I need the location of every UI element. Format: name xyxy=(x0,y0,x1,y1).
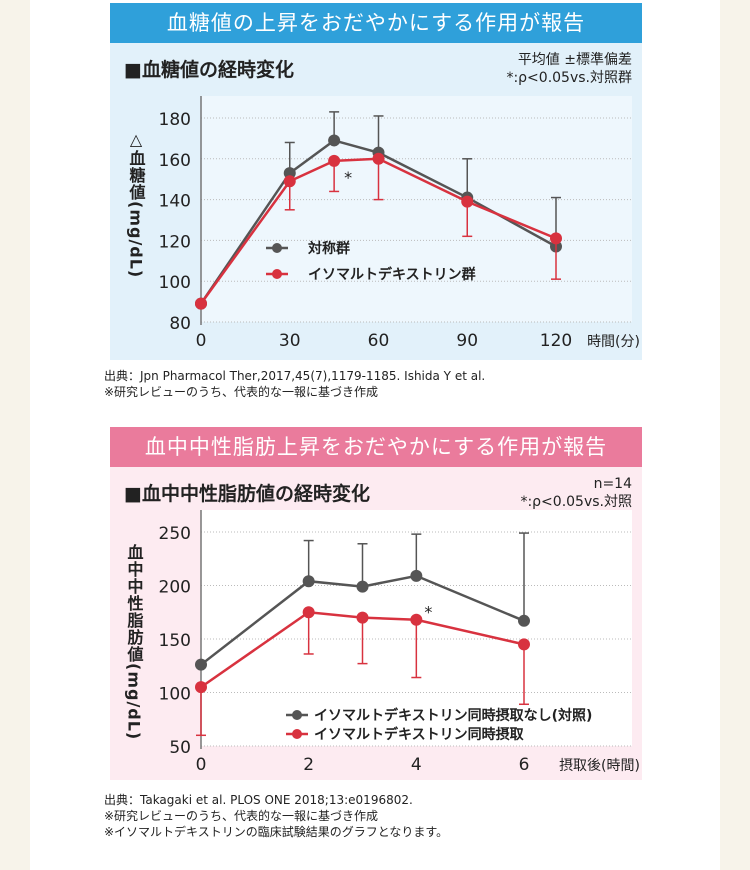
x-tick-label: 60 xyxy=(368,331,390,351)
x-tick-label: 6 xyxy=(519,755,530,775)
chart-title: ■血糖値の経時変化 xyxy=(124,59,294,81)
y-tick-label: 120 xyxy=(159,232,191,252)
y-tick-label: 250 xyxy=(159,524,191,544)
chart-note: n=14 *:ρ<0.05vs.対照 xyxy=(520,476,632,510)
legend-label: イソマルトデキストリン同時摂取 xyxy=(314,726,525,743)
y-tick-label: 160 xyxy=(159,151,191,171)
y-tick-label: 150 xyxy=(159,631,191,651)
chart-panel: 血中中性脂肪上昇をおだやかにする作用が報告 ■血中中性脂肪値の経時変化 n=14 *… xyxy=(110,427,642,780)
legend-marker xyxy=(292,729,302,739)
y-axis-label: △血糖値(mg/dL) xyxy=(127,130,147,278)
significance-mark: * xyxy=(424,603,432,622)
data-point xyxy=(372,152,385,165)
chart-banner: 血糖値の上昇をおだやかにする作用が報告 xyxy=(110,3,642,43)
x-axis-label: 時間(分) xyxy=(587,334,640,350)
data-point xyxy=(461,195,474,208)
data-point xyxy=(283,175,296,188)
data-point xyxy=(328,134,341,147)
legend-label: 対称群 xyxy=(307,240,350,257)
x-tick-label: 0 xyxy=(196,331,207,351)
x-axis-label: 摂取後(時間) xyxy=(559,758,640,774)
y-tick-label: 180 xyxy=(159,110,191,130)
y-tick-label: 140 xyxy=(159,192,191,212)
data-point xyxy=(356,611,369,624)
series-line xyxy=(199,139,557,305)
source-note: 出典：Takagaki et al. PLOS ONE 2018;13:e019… xyxy=(104,793,449,839)
y-tick-label: 50 xyxy=(169,738,191,758)
x-tick-label: 2 xyxy=(303,755,314,775)
chart-panel: 血糖値の上昇をおだやかにする作用が報告 ■血糖値の経時変化 平均値 ±標準偏差 *:… xyxy=(110,3,642,360)
y-axis-label: 血中中性脂肪値(mg/dL) xyxy=(125,543,145,740)
data-point xyxy=(195,297,207,310)
x-tick-label: 90 xyxy=(456,331,478,351)
data-point xyxy=(195,681,207,694)
legend-marker xyxy=(272,243,282,253)
data-point xyxy=(302,575,315,588)
y-tick-label: 200 xyxy=(159,578,191,598)
legend-label: イソマルトデキストリン同時摂取なし(対照) xyxy=(314,707,592,724)
plot-area xyxy=(201,96,632,322)
y-tick-label: 80 xyxy=(169,314,191,334)
y-tick-label: 100 xyxy=(159,685,191,705)
chart-banner: 血中中性脂肪上昇をおだやかにする作用が報告 xyxy=(110,427,642,467)
legend-marker xyxy=(272,269,282,279)
data-point xyxy=(518,614,530,627)
x-tick-label: 120 xyxy=(540,331,572,351)
chart-note: 平均値 ±標準偏差 *:ρ<0.05vs.対照群 xyxy=(506,52,632,86)
series-line xyxy=(199,157,557,305)
data-point xyxy=(195,658,207,671)
data-point xyxy=(356,580,369,593)
data-point xyxy=(302,606,315,619)
source-note: 出典：Jpn Pharmacol Ther,2017,45(7),1179-11… xyxy=(104,369,486,399)
data-point xyxy=(550,232,562,245)
chart-svg: 50 100 150 200 250 0 2 4 6 摂取後(時間) 血中中性脂肪値(mg/dL) イ… xyxy=(125,510,640,775)
significance-mark: * xyxy=(344,168,352,187)
chart-svg: 80 100 120 140 160 180 0 30 60 90 120 時間(分) △血糖値(mg/… xyxy=(127,96,640,351)
data-point xyxy=(410,569,423,582)
data-point xyxy=(518,638,530,651)
legend-marker xyxy=(292,710,302,720)
data-point xyxy=(410,613,423,626)
x-tick-label: 4 xyxy=(411,755,422,775)
y-tick-label: 100 xyxy=(159,273,191,293)
chart-title: ■血中中性脂肪値の経時変化 xyxy=(124,483,370,505)
legend-label: イソマルトデキストリン群 xyxy=(308,266,476,283)
x-tick-label: 0 xyxy=(196,755,207,775)
x-tick-label: 30 xyxy=(279,331,301,351)
data-point xyxy=(328,154,341,167)
